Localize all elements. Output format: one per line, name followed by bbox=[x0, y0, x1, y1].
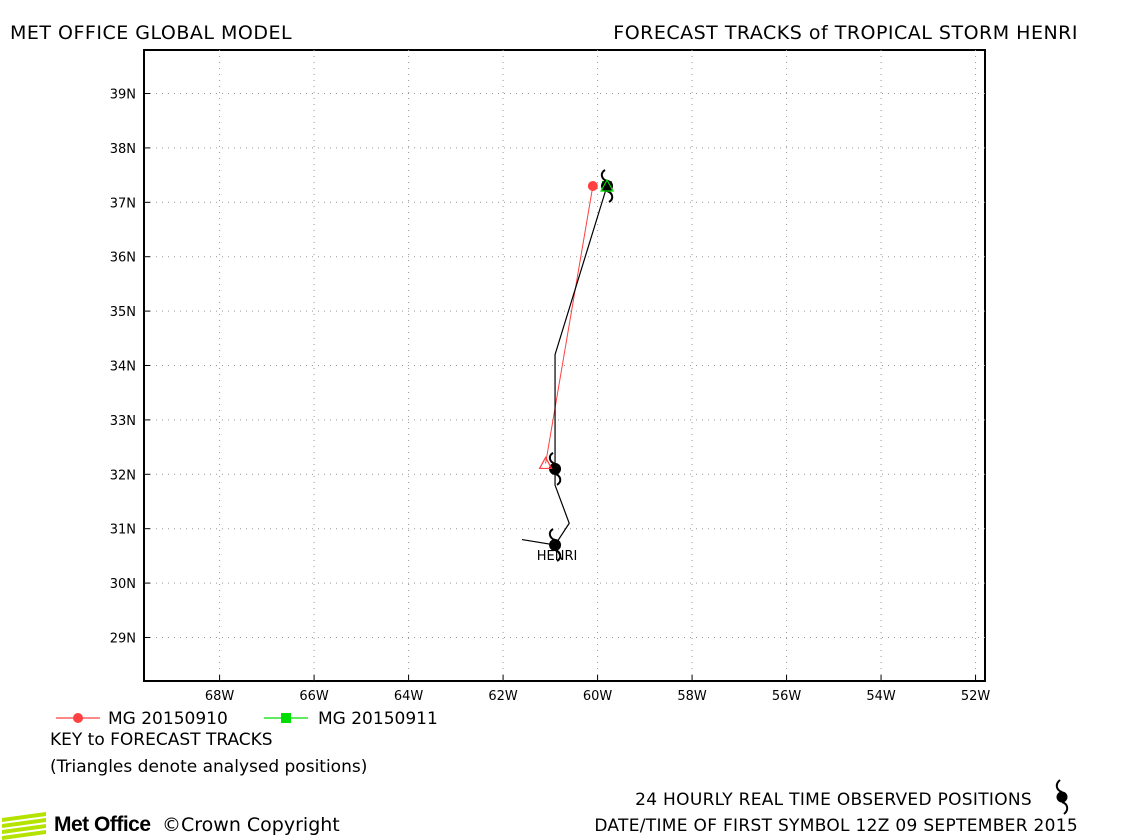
legend-note: (Triangles denote analysed positions) bbox=[50, 757, 368, 777]
hurricane-symbol-core bbox=[549, 539, 562, 552]
hurricane-symbol-core bbox=[549, 462, 562, 475]
met-office-logo-text: Met Office bbox=[54, 813, 151, 836]
hurricane-symbol-icon bbox=[548, 528, 562, 562]
analysed-position-triangle bbox=[600, 178, 615, 192]
legend-key-title: KEY to FORECAST TRACKS bbox=[50, 730, 273, 750]
tick-label-lon: 66W bbox=[299, 689, 329, 704]
tick-label-lat: 35N bbox=[110, 305, 136, 320]
legend-item-mg-20150910: MG 20150910 bbox=[56, 709, 228, 729]
copyright-text: ©Crown Copyright bbox=[162, 814, 340, 836]
tick-label-lon: 52W bbox=[961, 689, 991, 704]
map-grid bbox=[144, 50, 985, 681]
legend-marker-mg-20150910 bbox=[73, 713, 83, 723]
tick-label-lat: 33N bbox=[110, 414, 136, 429]
hurricane-symbol-icon bbox=[548, 451, 562, 486]
legend-marker-mg-20150911 bbox=[281, 713, 291, 723]
map-tick-labels: 68W 66W 64W 62W 60W 58W 56W 54W 52W 29N 30N 31N 32N 3… bbox=[110, 88, 991, 704]
forecast-track-line bbox=[545, 185, 594, 464]
legend-label-mg-20150910: MG 20150910 bbox=[108, 709, 228, 729]
legend-label-mg-20150911: MG 20150911 bbox=[318, 709, 438, 729]
hurricane-symbol-icon bbox=[600, 169, 614, 203]
tick-label-lon: 62W bbox=[488, 689, 518, 704]
tick-label-lon: 64W bbox=[394, 689, 424, 704]
legend-item-mg-20150911: MG 20150911 bbox=[264, 709, 438, 729]
hurricane-symbol-arm bbox=[548, 528, 556, 541]
hurricane-symbol-arm bbox=[548, 451, 556, 465]
analysed-position-triangle bbox=[538, 456, 553, 470]
first-symbol-label: DATE/TIME OF FIRST SYMBOL 12Z 09 SEPTEMB… bbox=[594, 816, 1078, 836]
tick-label-lat: 34N bbox=[110, 360, 136, 375]
hurricane-symbol-arm bbox=[554, 549, 562, 562]
hurricane-symbol-arm bbox=[554, 472, 562, 486]
tick-label-lon: 58W bbox=[677, 689, 707, 704]
tick-label-lon: 54W bbox=[866, 689, 896, 704]
tick-label-lat: 31N bbox=[110, 523, 136, 538]
hurricane-symbol-icon bbox=[1055, 779, 1069, 815]
hurricane-symbol-arm bbox=[600, 169, 608, 182]
tick-label-lat: 30N bbox=[110, 577, 136, 592]
header-left-title: MET OFFICE GLOBAL MODEL bbox=[10, 22, 293, 44]
map-symbols bbox=[538, 169, 615, 562]
tick-label-lon: 68W bbox=[205, 689, 235, 704]
tick-label-lat: 36N bbox=[110, 251, 136, 266]
met-office-logo: Met Office bbox=[50, 811, 151, 839]
storm-label: HENRI bbox=[537, 549, 578, 564]
hurricane-symbol-arm bbox=[606, 190, 614, 203]
tick-label-lon: 60W bbox=[583, 689, 613, 704]
tick-label-lon: 56W bbox=[772, 689, 802, 704]
header-right-title: FORECAST TRACKS of TROPICAL STORM HENRI bbox=[613, 22, 1078, 44]
tick-label-lat: 39N bbox=[110, 88, 136, 103]
forecast-point-marker bbox=[587, 180, 598, 191]
tick-label-lat: 29N bbox=[110, 631, 136, 646]
met-office-logo-icon bbox=[2, 812, 46, 840]
observed-positions-label: 24 HOURLY REAL TIME OBSERVED POSITIONS bbox=[635, 790, 1032, 810]
map-tracks bbox=[521, 180, 613, 546]
tick-label-lat: 38N bbox=[110, 142, 136, 157]
hurricane-symbol-core bbox=[601, 179, 614, 192]
tick-label-lat: 37N bbox=[110, 196, 136, 211]
tick-label-lat: 32N bbox=[110, 468, 136, 483]
